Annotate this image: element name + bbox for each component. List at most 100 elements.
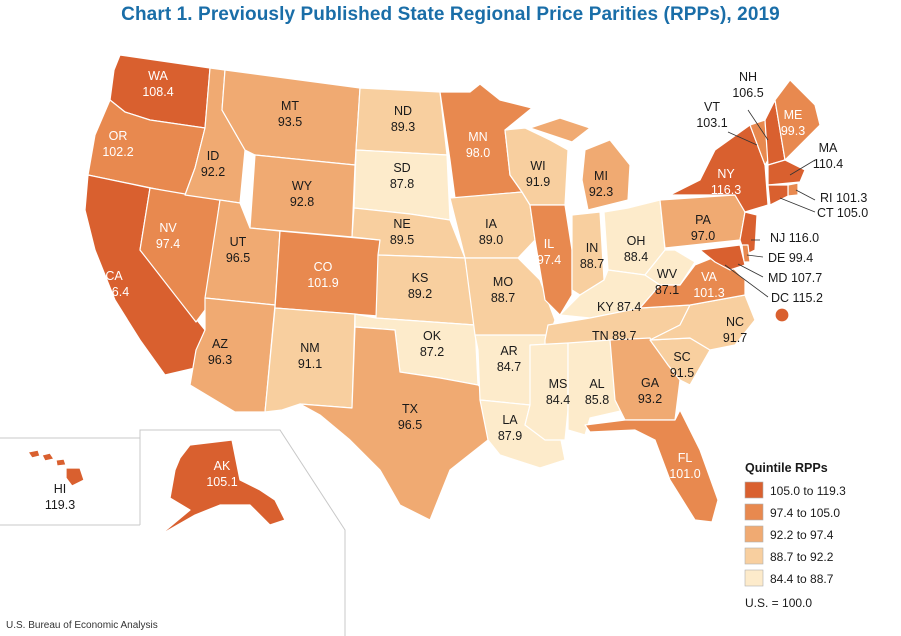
state-value-ks: 89.2 bbox=[408, 287, 432, 301]
state-value-nj: 116.0 bbox=[789, 231, 819, 245]
state-abbr-co: CO bbox=[314, 260, 333, 274]
state-value-wy: 92.8 bbox=[290, 195, 314, 209]
state-value-ma: 110.4 bbox=[813, 157, 843, 171]
legend-swatch-1 bbox=[744, 481, 764, 499]
state-abbr-wv: WV bbox=[657, 267, 678, 281]
state-value-ms: 84.4 bbox=[546, 393, 570, 407]
state-abbr-nm: NM bbox=[300, 341, 319, 355]
state-value-ca: 116.4 bbox=[99, 285, 129, 299]
state-label-tn: TN 89.7 bbox=[592, 329, 637, 343]
state-value-il: 97.4 bbox=[537, 253, 561, 267]
state-value-sd: 87.8 bbox=[390, 177, 414, 191]
state-value-in: 88.7 bbox=[580, 257, 604, 271]
state-value-dc: 115.2 bbox=[793, 291, 823, 305]
state-shape-AK bbox=[159, 439, 286, 536]
state-abbr-in: IN bbox=[586, 241, 599, 255]
state-abbr-nd: ND bbox=[394, 104, 412, 118]
state-value-ky: 87.4 bbox=[617, 300, 641, 314]
legend-label-5: 84.4 to 88.7 bbox=[770, 572, 834, 586]
state-shape-TX bbox=[299, 326, 491, 521]
state-shape-MA bbox=[767, 159, 806, 186]
state-value-la: 87.9 bbox=[498, 429, 522, 443]
state-value-al: 85.8 bbox=[585, 393, 609, 407]
state-abbr-wa: WA bbox=[148, 69, 168, 83]
state-value-wi: 91.9 bbox=[526, 175, 550, 189]
state-abbr-ct: CT bbox=[817, 206, 834, 220]
state-abbr-ak: AK bbox=[214, 459, 231, 473]
state-abbr-wy: WY bbox=[292, 179, 313, 193]
source-credit: U.S. Bureau of Economic Analysis bbox=[6, 620, 158, 631]
state-value-tn: 89.7 bbox=[612, 329, 636, 343]
state-abbr-ma: MA bbox=[819, 141, 838, 155]
legend-label-2: 97.4 to 105.0 bbox=[770, 506, 840, 520]
state-abbr-fl: FL bbox=[678, 451, 693, 465]
state-value-de: 99.4 bbox=[789, 251, 813, 265]
state-value-mt: 93.5 bbox=[278, 115, 302, 129]
state-labels: WA 108.4 OR 102.2 CA 116.4 NV 97.4 ID 92.2 MT 93.5 W… bbox=[45, 69, 868, 512]
inset-frame bbox=[0, 429, 346, 636]
legend-swatch-5 bbox=[744, 569, 764, 587]
legend-title: Quintile RPPs bbox=[745, 461, 828, 475]
state-abbr-ms: MS bbox=[549, 377, 568, 391]
state-value-id: 92.2 bbox=[201, 165, 225, 179]
state-abbr-or: OR bbox=[109, 129, 128, 143]
state-value-mo: 88.7 bbox=[491, 291, 515, 305]
state-value-ny: 116.3 bbox=[711, 183, 741, 197]
state-value-oh: 88.4 bbox=[624, 250, 648, 264]
state-abbr-vt: VT bbox=[704, 100, 720, 114]
state-value-ri: 101.3 bbox=[836, 191, 867, 205]
state-shape-CT bbox=[767, 184, 789, 206]
state-value-sc: 91.5 bbox=[670, 366, 694, 380]
state-abbr-tn: TN bbox=[592, 329, 609, 343]
state-shape-FL bbox=[584, 409, 719, 523]
state-label-de: DE 99.4 bbox=[768, 251, 813, 265]
state-value-mi: 92.3 bbox=[589, 185, 613, 199]
state-abbr-ia: IA bbox=[485, 217, 497, 231]
state-abbr-hi: HI bbox=[54, 482, 67, 496]
state-shape-DC bbox=[774, 307, 790, 323]
state-shape-WV bbox=[644, 249, 696, 286]
state-abbr-mo: MO bbox=[493, 275, 513, 289]
state-abbr-ar: AR bbox=[500, 344, 517, 358]
state-shape-IL bbox=[529, 204, 573, 316]
state-shape-MI bbox=[529, 117, 631, 211]
state-value-vt: 103.1 bbox=[696, 116, 727, 130]
state-abbr-ca: CA bbox=[105, 269, 123, 283]
state-shape-NJ bbox=[739, 211, 758, 256]
state-value-ia: 89.0 bbox=[479, 233, 503, 247]
state-value-nv: 97.4 bbox=[156, 237, 180, 251]
state-label-ky: KY 87.4 bbox=[597, 300, 641, 314]
state-shape-AZ bbox=[189, 297, 276, 413]
state-abbr-wi: WI bbox=[530, 159, 545, 173]
state-abbr-ks: KS bbox=[412, 271, 429, 285]
state-abbr-va: VA bbox=[701, 270, 717, 284]
state-abbr-la: LA bbox=[502, 413, 518, 427]
state-abbr-ky: KY bbox=[597, 300, 614, 314]
state-shape-MS bbox=[524, 342, 569, 441]
state-value-ne: 89.5 bbox=[390, 233, 414, 247]
state-value-ak: 105.1 bbox=[206, 475, 237, 489]
state-value-wv: 87.1 bbox=[655, 283, 679, 297]
state-shapes bbox=[27, 54, 821, 536]
state-value-fl: 101.0 bbox=[669, 467, 700, 481]
state-value-mn: 98.0 bbox=[466, 146, 490, 160]
legend-swatch-2 bbox=[744, 503, 764, 521]
state-label-nj: NJ 116.0 bbox=[770, 231, 819, 245]
chart-title: Chart 1. Previously Published State Regi… bbox=[121, 4, 780, 25]
state-abbr-ri: RI bbox=[820, 191, 833, 205]
state-shape-NC bbox=[649, 294, 756, 351]
state-abbr-ne: NE bbox=[393, 217, 410, 231]
state-value-va: 101.3 bbox=[693, 286, 724, 300]
state-shape-HI bbox=[27, 449, 85, 487]
state-abbr-al: AL bbox=[589, 377, 604, 391]
state-abbr-de: DE bbox=[768, 251, 785, 265]
state-label-ri: RI 101.3 bbox=[820, 191, 867, 205]
state-value-ut: 96.5 bbox=[226, 251, 250, 265]
legend-note: U.S. = 100.0 bbox=[745, 596, 812, 610]
state-abbr-ny: NY bbox=[717, 167, 735, 181]
state-value-tx: 96.5 bbox=[398, 418, 422, 432]
state-abbr-dc: DC bbox=[771, 291, 789, 305]
state-value-co: 101.9 bbox=[307, 276, 338, 290]
legend: Quintile RPPs 105.0 to 119.3 97.4 to 105.… bbox=[744, 461, 846, 610]
